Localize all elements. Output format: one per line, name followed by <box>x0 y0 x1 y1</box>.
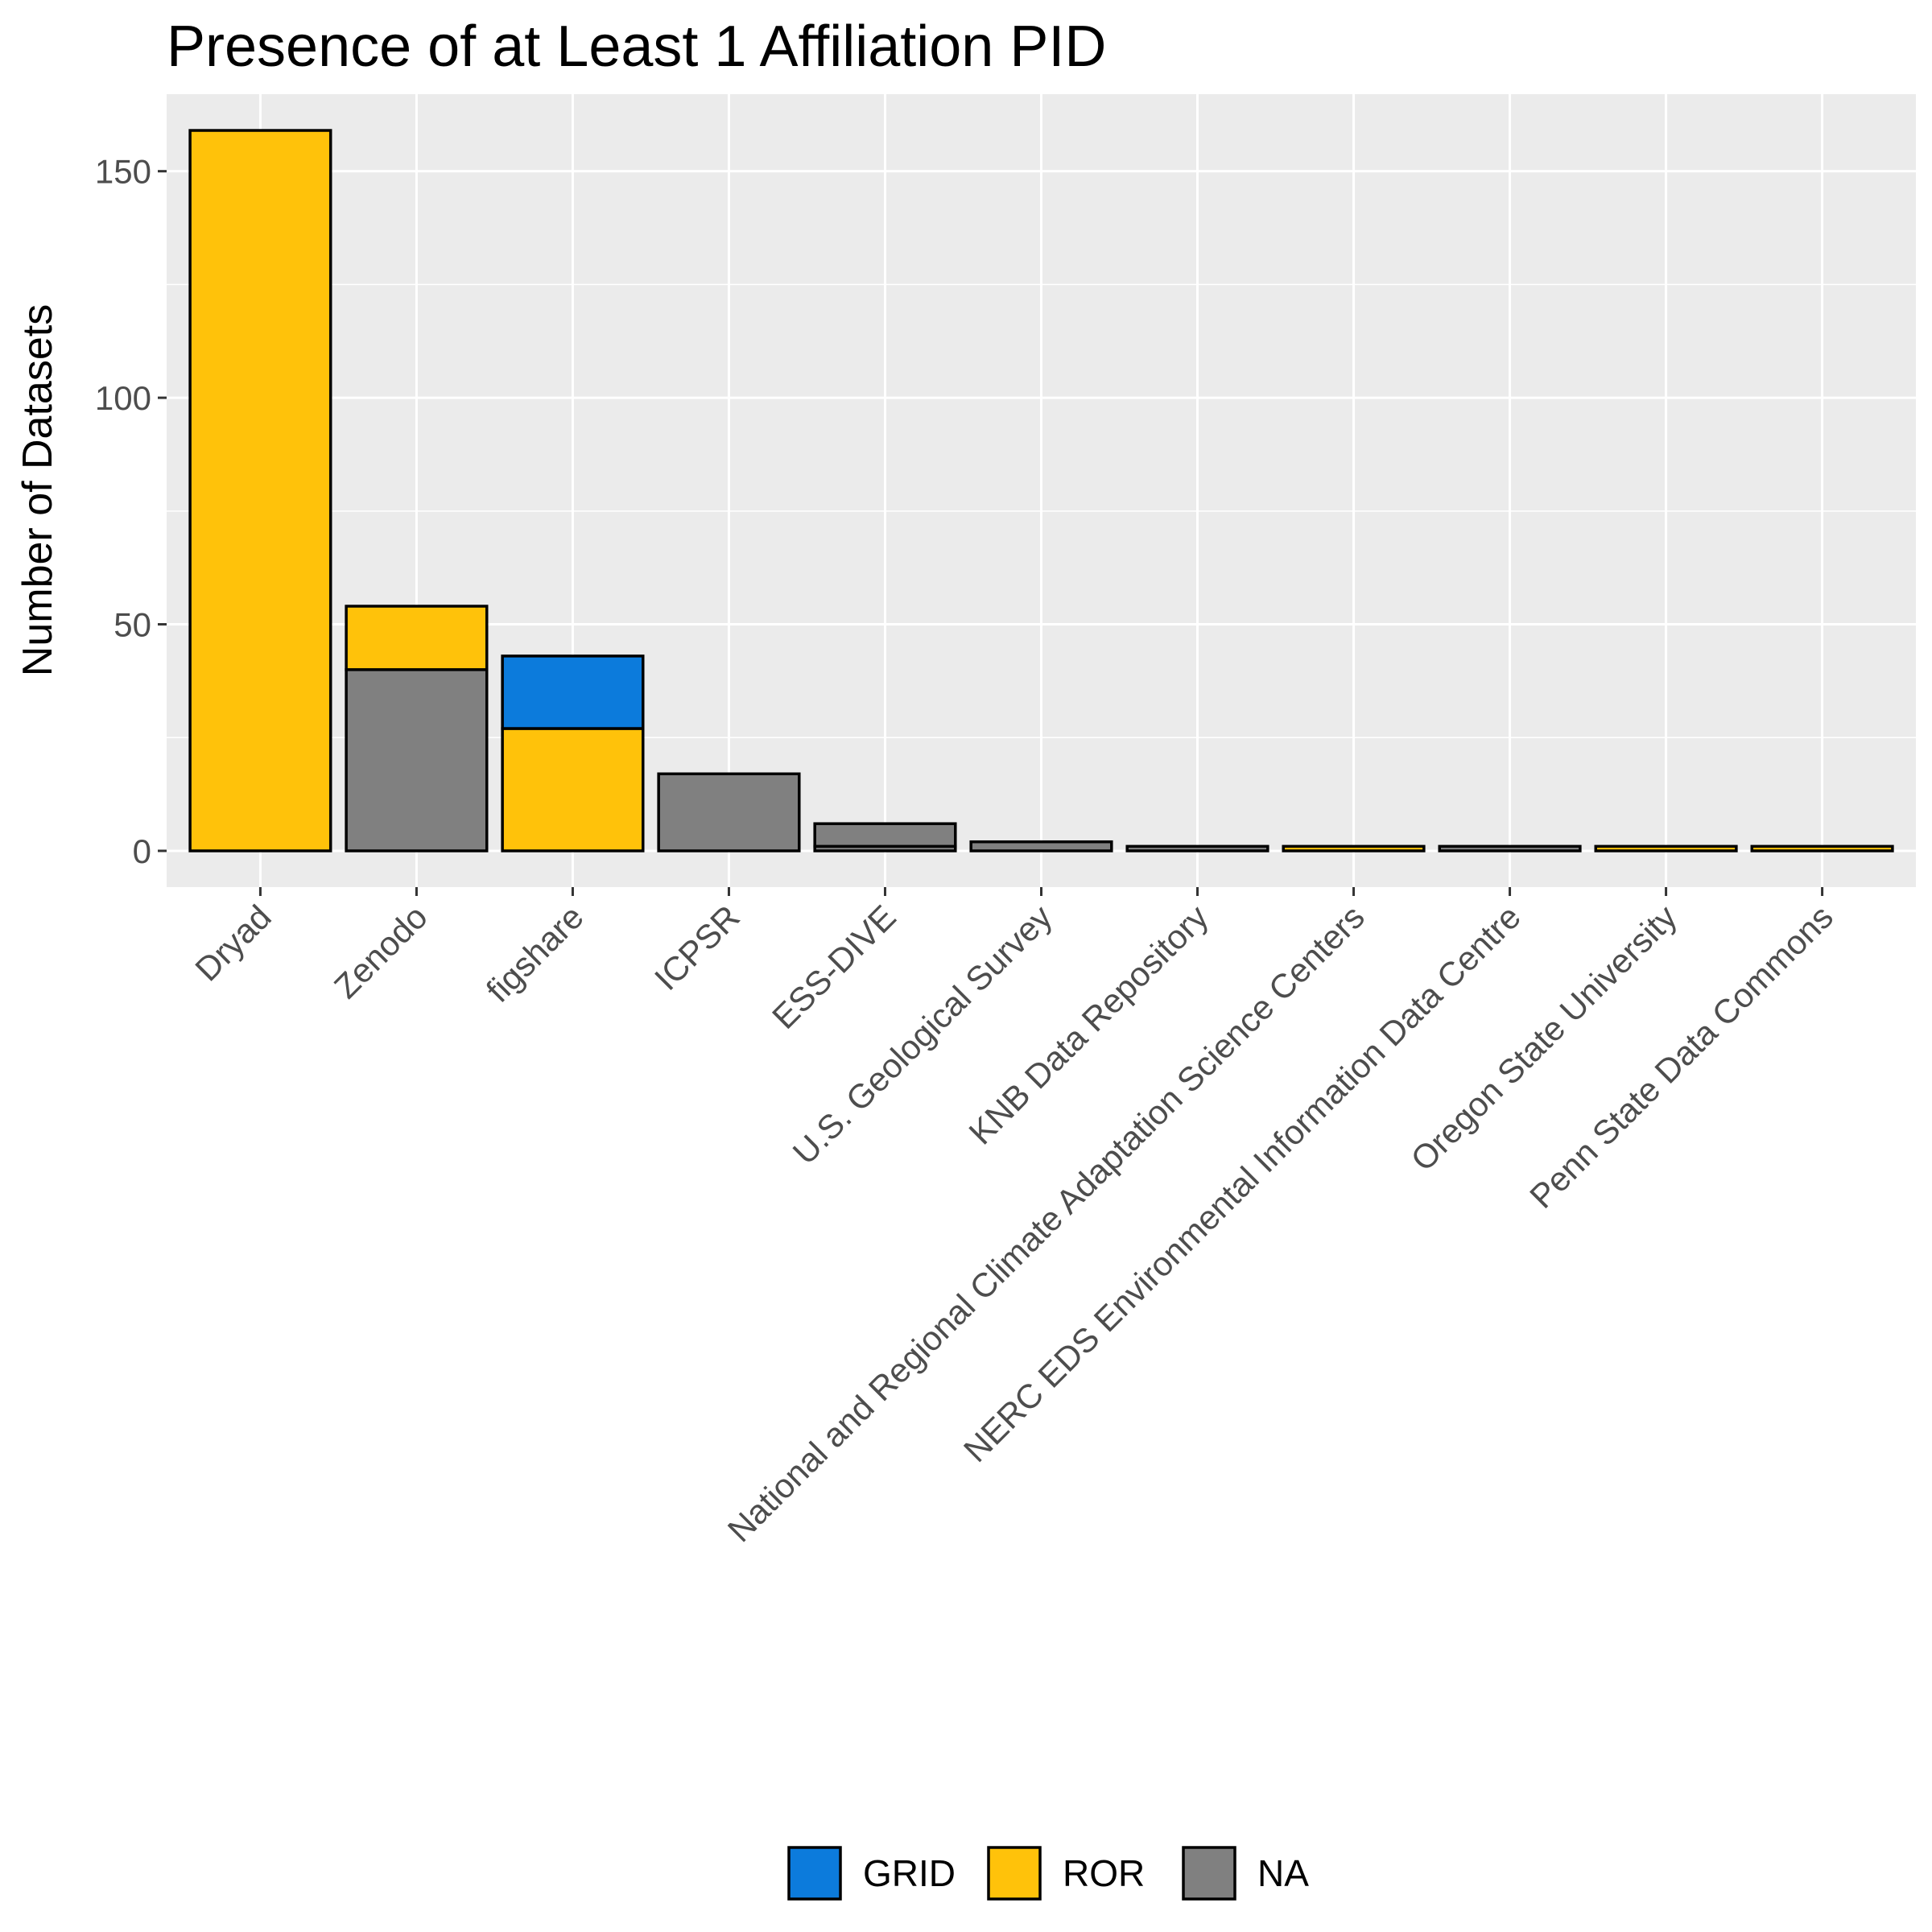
y-tick-label: 100 <box>95 379 151 417</box>
chart-title: Presence of at Least 1 Affiliation PID <box>167 14 1106 79</box>
legend-label-na: NA <box>1257 1852 1309 1894</box>
legend: GRID ROR NA <box>787 1846 1309 1901</box>
bar-dryad-ror <box>188 129 332 852</box>
x-tick-label: figshare <box>479 898 591 1009</box>
bar-national-and-regional-climate-adaptation-science-centers-ror <box>1282 844 1426 852</box>
x-tick-label: NERC EDS Environmental Information Data … <box>956 898 1528 1469</box>
x-tick-label: Zenodo <box>327 898 435 1005</box>
legend-key-ror <box>987 1846 1042 1901</box>
legend-label-grid: GRID <box>863 1852 956 1894</box>
legend-key-na <box>1182 1846 1236 1901</box>
x-tick-label: ICPSR <box>647 898 747 997</box>
bar-penn-state-data-commons-ror <box>1750 844 1894 852</box>
bar-zenodo-ror <box>345 605 489 671</box>
y-axis-title: Number of Datasets <box>14 304 61 676</box>
bar-oregon-state-university-ror <box>1594 844 1738 852</box>
y-axis: 0 50 100 150 <box>95 153 167 870</box>
y-tick-label: 0 <box>133 832 151 870</box>
y-tick-label: 50 <box>114 606 151 644</box>
x-tick-label: ESS-DIVE <box>765 898 903 1036</box>
legend-key-grid <box>787 1846 842 1901</box>
x-tick-label: Oregon State University <box>1403 898 1684 1179</box>
bars <box>188 129 1894 852</box>
bar-u-s-geological-survey-na <box>969 840 1113 852</box>
bar-zenodo-na <box>345 668 489 852</box>
y-tick-label: 150 <box>95 153 151 191</box>
bar-ess-dive-na <box>813 822 957 848</box>
legend-label-ror: ROR <box>1063 1852 1145 1894</box>
bar-icpsr-na <box>657 772 801 852</box>
x-tick-label: Penn State Data Commons <box>1522 898 1840 1216</box>
bar-figshare-grid <box>501 654 645 730</box>
bar-nerc-eds-environmental-information-data-centre-na <box>1438 844 1582 852</box>
x-tick-label: U.S. Geological Survey <box>786 898 1059 1171</box>
x-tick-label: Dryad <box>188 898 278 988</box>
bar-figshare-ror <box>501 727 645 852</box>
bar-knb-data-repository-na <box>1125 844 1269 852</box>
